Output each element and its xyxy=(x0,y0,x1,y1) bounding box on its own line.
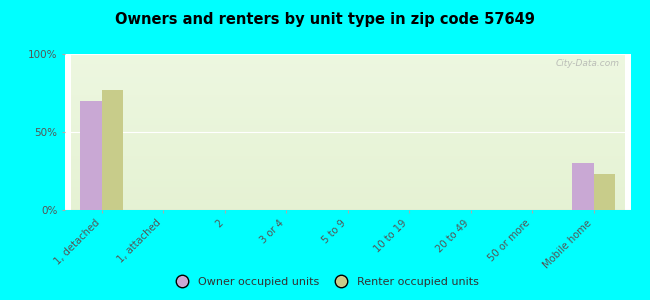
Legend: Owner occupied units, Renter occupied units: Owner occupied units, Renter occupied un… xyxy=(167,273,483,291)
Text: City-Data.com: City-Data.com xyxy=(555,59,619,68)
Bar xyxy=(102,90,124,210)
Bar xyxy=(593,174,615,210)
Text: Owners and renters by unit type in zip code 57649: Owners and renters by unit type in zip c… xyxy=(115,12,535,27)
Bar xyxy=(81,101,102,210)
Bar xyxy=(572,163,593,210)
